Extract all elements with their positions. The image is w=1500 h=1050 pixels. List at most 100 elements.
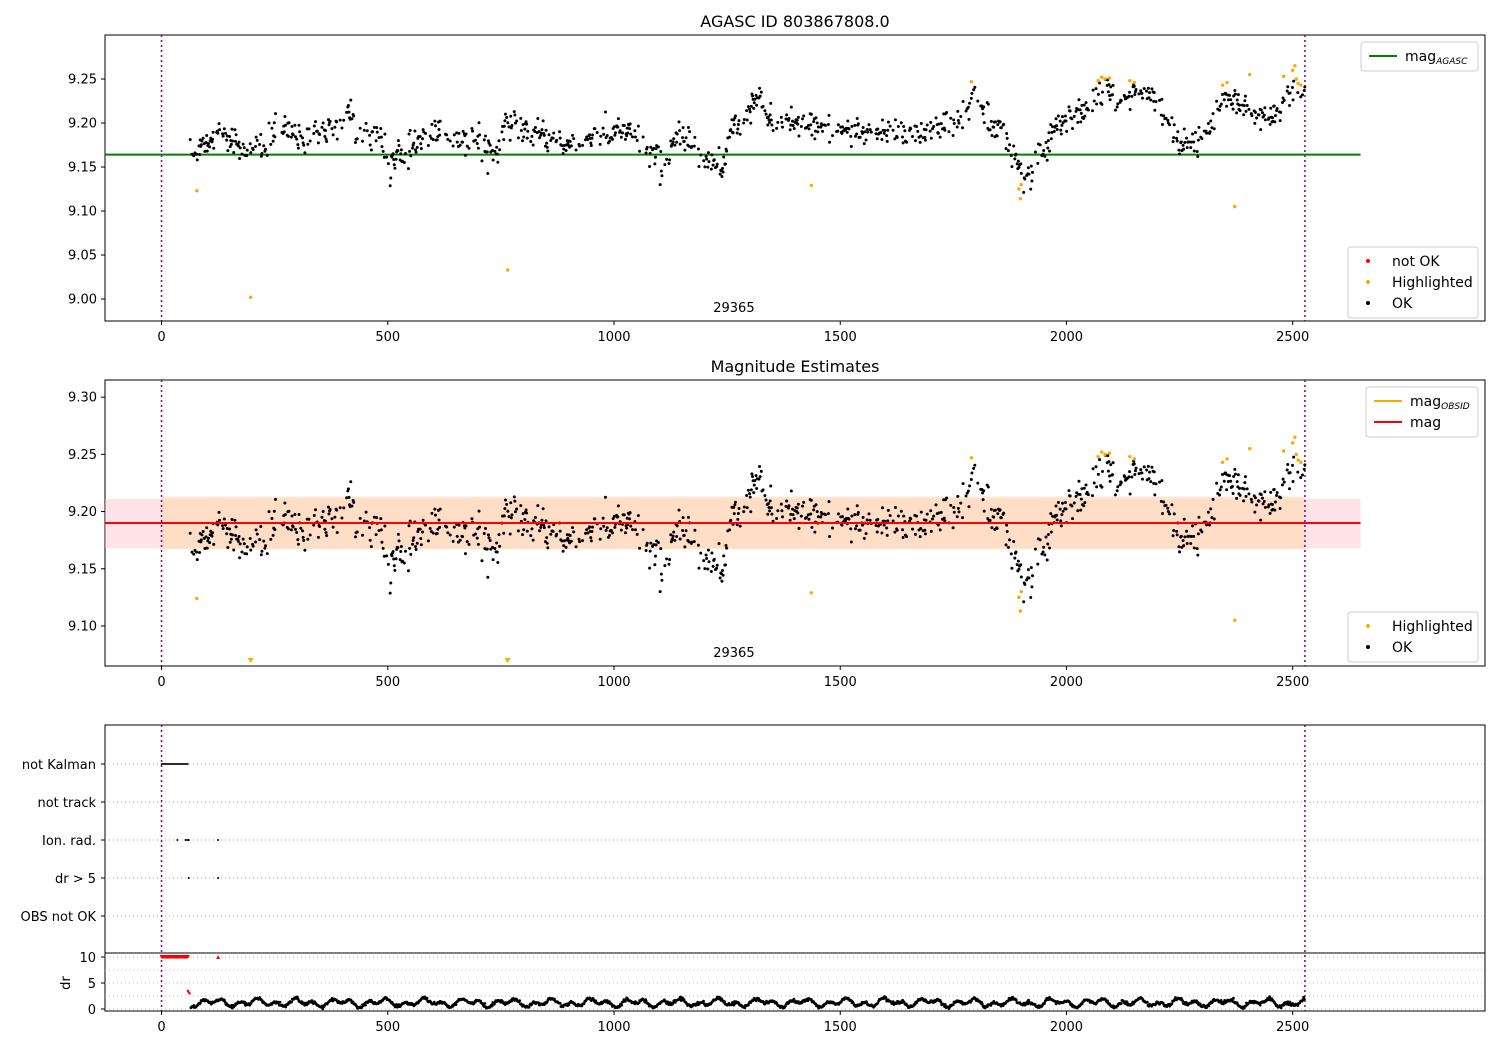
ok-point <box>507 515 511 519</box>
ok-point <box>601 516 605 520</box>
ok-point <box>1078 108 1082 112</box>
ok-point <box>221 524 225 528</box>
ok-point <box>660 174 664 178</box>
ok-point <box>681 126 685 130</box>
ok-point <box>619 528 623 532</box>
ok-point <box>861 125 865 129</box>
ok-point <box>471 129 475 133</box>
ok-point <box>1222 479 1226 483</box>
ok-point <box>397 539 401 543</box>
ok-point <box>388 184 392 188</box>
ok-point <box>1260 111 1264 115</box>
ok-point <box>1185 146 1189 150</box>
ok-point <box>628 122 632 126</box>
ok-point <box>1079 111 1083 115</box>
dr-tick-label: 10 <box>79 951 96 966</box>
ok-point <box>671 537 675 541</box>
ok-point <box>389 581 393 585</box>
ok-point <box>648 165 652 169</box>
dr-point <box>723 1000 726 1004</box>
ok-point <box>868 128 872 132</box>
ok-point <box>585 528 589 532</box>
ok-point <box>1263 505 1267 509</box>
ok-point <box>505 502 509 506</box>
ok-point <box>1142 87 1146 91</box>
ok-point <box>523 518 527 522</box>
ok-point <box>399 549 403 553</box>
ok-point <box>675 535 679 539</box>
ok-point <box>396 139 400 143</box>
ok-point <box>754 474 758 478</box>
ok-point <box>1094 465 1098 469</box>
ok-point <box>763 494 767 498</box>
ok-point <box>881 506 885 510</box>
ok-point <box>1288 103 1292 107</box>
ok-point <box>498 544 502 548</box>
ok-point <box>233 128 237 132</box>
ok-point <box>525 511 529 515</box>
ok-point <box>237 534 241 538</box>
ok-point <box>789 123 793 127</box>
ok-point <box>1096 92 1100 96</box>
ok-point <box>1281 96 1285 100</box>
ok-point <box>448 533 452 537</box>
ok-point <box>273 135 277 139</box>
ok-point <box>394 157 398 161</box>
ok-point <box>392 557 396 561</box>
ok-point <box>1242 113 1246 117</box>
ok-point <box>589 144 593 148</box>
ok-point <box>841 515 845 519</box>
ok-point <box>1172 136 1176 140</box>
ok-point <box>711 564 715 568</box>
ok-point <box>836 512 840 516</box>
ok-point <box>668 558 672 562</box>
obsid-annotation: 29365 <box>713 301 754 316</box>
ok-point <box>1005 131 1009 135</box>
ok-point <box>364 510 368 514</box>
ok-point <box>1281 477 1285 481</box>
ok-point <box>1109 85 1113 89</box>
ok-point <box>712 557 716 561</box>
ok-point <box>775 516 779 520</box>
ok-point <box>673 143 677 147</box>
ok-point <box>525 122 529 126</box>
ok-point <box>452 525 456 529</box>
ok-point <box>290 514 294 518</box>
ok-point <box>752 483 756 487</box>
ok-point <box>1041 152 1045 156</box>
ok-point <box>999 126 1003 130</box>
ok-point <box>448 139 452 143</box>
ok-point <box>1109 463 1113 467</box>
ok-point <box>377 136 381 140</box>
ok-point <box>355 530 359 534</box>
ok-point <box>188 138 192 142</box>
ok-point <box>488 143 492 147</box>
ok-point <box>495 541 499 545</box>
ok-point <box>1139 89 1143 93</box>
dr-point <box>754 999 758 1003</box>
ok-point <box>899 121 903 125</box>
ok-point <box>1288 487 1292 491</box>
ok-point <box>283 513 287 517</box>
ok-point <box>1211 497 1215 501</box>
ok-point <box>240 550 244 554</box>
ok-point <box>855 132 859 136</box>
ok-point <box>879 131 883 135</box>
ok-point <box>399 544 403 548</box>
ok-point <box>951 133 955 137</box>
ok-point <box>1233 467 1237 471</box>
ok-point <box>486 172 490 176</box>
ok-point <box>746 488 750 492</box>
ok-point <box>945 496 949 500</box>
ok-point <box>1273 114 1277 118</box>
ok-point <box>717 542 721 546</box>
ok-point <box>959 115 963 119</box>
ok-point <box>988 518 992 522</box>
ok-point <box>968 101 972 105</box>
ok-point <box>1187 140 1191 144</box>
ok-point <box>394 557 398 561</box>
ok-point <box>633 528 637 532</box>
ok-point <box>668 158 672 162</box>
ok-point <box>820 512 824 516</box>
ok-point <box>957 510 961 514</box>
